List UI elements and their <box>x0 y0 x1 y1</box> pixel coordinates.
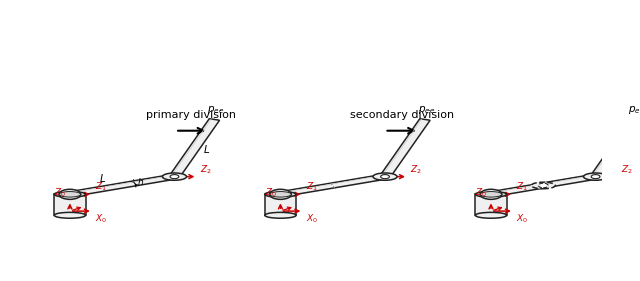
Text: $Z_0$: $Z_0$ <box>265 187 277 199</box>
Bar <box>476 194 507 215</box>
Circle shape <box>538 183 548 188</box>
Text: secondary division: secondary division <box>351 110 454 119</box>
Circle shape <box>611 146 620 150</box>
Circle shape <box>170 175 179 179</box>
Text: $Z_1$: $Z_1$ <box>516 181 528 193</box>
Ellipse shape <box>163 173 186 180</box>
Ellipse shape <box>265 212 296 218</box>
Text: $Z_1$: $Z_1$ <box>95 181 107 193</box>
Polygon shape <box>278 174 387 197</box>
Polygon shape <box>489 183 545 197</box>
Text: $Z_0$: $Z_0$ <box>476 187 488 199</box>
Ellipse shape <box>269 192 291 197</box>
Text: $Z_1$: $Z_1$ <box>306 181 317 193</box>
Ellipse shape <box>480 192 502 197</box>
Circle shape <box>591 175 600 179</box>
Text: $L$: $L$ <box>99 173 106 185</box>
Text: $p_{ee}$: $p_{ee}$ <box>207 104 224 116</box>
Ellipse shape <box>531 182 555 189</box>
Polygon shape <box>170 119 220 177</box>
Text: $X_0$: $X_0$ <box>516 212 529 225</box>
Polygon shape <box>591 147 621 177</box>
Text: $Z_2$: $Z_2$ <box>410 163 422 176</box>
Text: $L$: $L$ <box>203 143 210 155</box>
Text: $p_{ee}$: $p_{ee}$ <box>417 104 435 116</box>
Ellipse shape <box>54 212 86 218</box>
Bar <box>54 194 86 215</box>
Ellipse shape <box>59 192 81 197</box>
Ellipse shape <box>54 191 86 197</box>
Text: $Z_2$: $Z_2$ <box>621 163 632 176</box>
Polygon shape <box>541 174 597 188</box>
Ellipse shape <box>476 191 507 197</box>
Ellipse shape <box>265 191 296 197</box>
Polygon shape <box>68 174 176 197</box>
Bar <box>265 194 296 215</box>
Text: $h$: $h$ <box>137 176 144 187</box>
Text: $p_{ee}$: $p_{ee}$ <box>628 104 640 116</box>
Circle shape <box>480 189 502 199</box>
Circle shape <box>381 175 389 179</box>
Ellipse shape <box>373 173 397 180</box>
Ellipse shape <box>584 173 607 180</box>
Text: primary division: primary division <box>147 110 236 119</box>
Polygon shape <box>611 119 640 149</box>
Polygon shape <box>380 119 430 177</box>
Text: $X_0$: $X_0$ <box>95 212 108 225</box>
Text: $X_0$: $X_0$ <box>306 212 318 225</box>
Circle shape <box>59 189 81 199</box>
Ellipse shape <box>476 212 507 218</box>
Circle shape <box>269 189 291 199</box>
Text: $Z_2$: $Z_2$ <box>200 163 211 176</box>
Text: $Z_0$: $Z_0$ <box>54 187 67 199</box>
Ellipse shape <box>604 145 627 151</box>
